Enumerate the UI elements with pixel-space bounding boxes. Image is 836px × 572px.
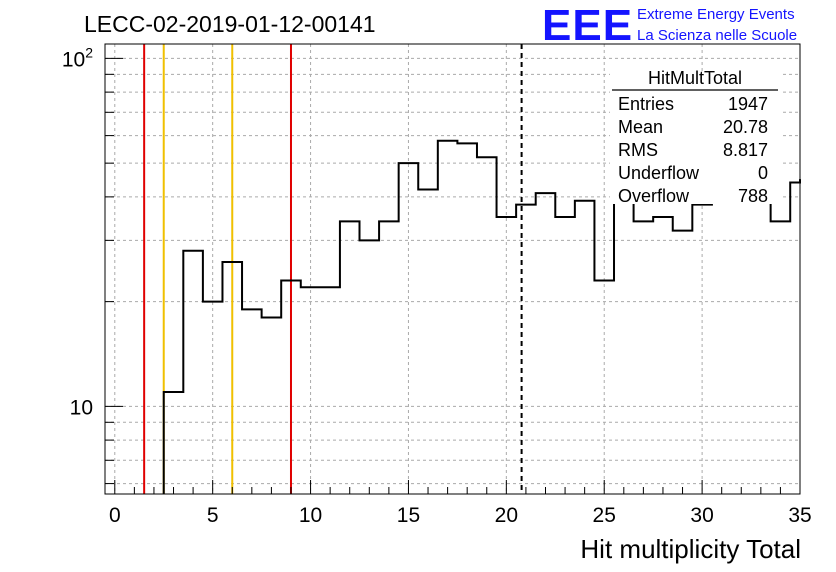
stats-label: Mean [618,117,663,137]
stats-label: Underflow [618,163,700,183]
stats-value: 1947 [728,94,768,114]
histogram-line [162,139,801,494]
x-tick-label: 25 [593,504,616,527]
stats-value: 0 [758,163,768,183]
y-tick-label: 10 [70,396,93,419]
stats-label: Overflow [618,186,690,206]
stats-label: RMS [618,140,658,160]
x-tick-label: 5 [207,504,219,527]
axis-ticks [105,57,801,494]
x-tick-labels: 0 5 10 15 20 25 30 35 [109,504,812,527]
y-tick-label: 102 [62,44,93,71]
y-tick-labels: 10 102 [62,44,93,419]
x-tick-label: 20 [495,504,518,527]
brand-line-1: Extreme Energy Events [637,6,795,23]
stats-box: HitMultTotal Entries 1947 Mean 20.78 RMS 8.81… [610,68,780,206]
x-tick-label: 10 [299,504,322,527]
stats-value: 8.817 [723,140,768,160]
x-tick-label: 0 [109,504,121,527]
stats-value: 20.78 [723,117,768,137]
x-axis-label: Hit multiplicity Total [580,534,801,564]
run-title: LECC-02-2019-01-12-00141 [84,11,376,37]
stats-label: Entries [618,94,674,114]
plot-frame [104,43,801,495]
x-tick-label: 15 [397,504,420,527]
vertical-marker-lines [143,44,523,494]
x-tick-label: 35 [788,504,811,527]
eee-logo: EEE [542,1,633,50]
brand-line-2: La Scienza nelle Scuole [637,27,797,44]
x-tick-label: 30 [690,504,713,527]
stats-title: HitMultTotal [648,68,742,88]
stats-value: 788 [738,186,768,206]
